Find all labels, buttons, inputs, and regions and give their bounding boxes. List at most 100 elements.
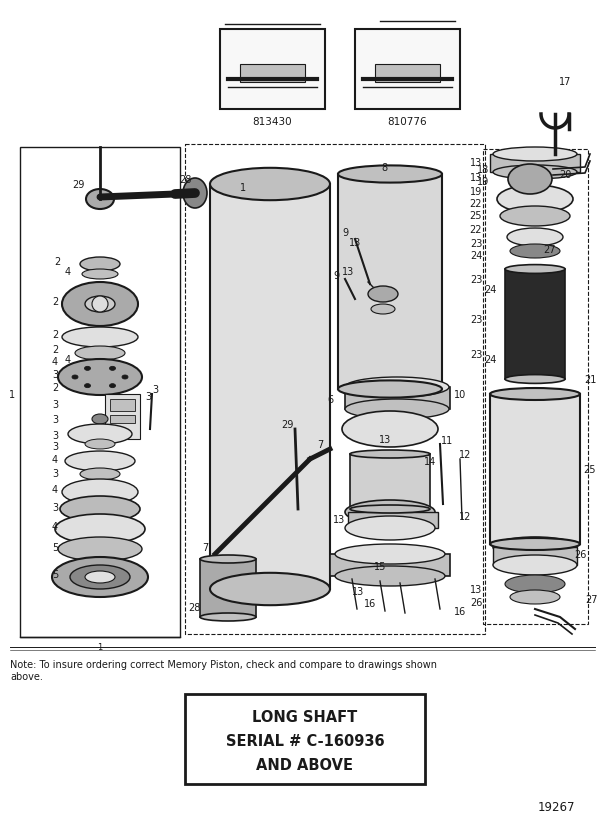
Ellipse shape bbox=[72, 376, 78, 379]
Ellipse shape bbox=[210, 573, 330, 605]
Text: 4: 4 bbox=[65, 354, 71, 364]
Text: 15: 15 bbox=[374, 561, 386, 571]
Text: Note: To insure ordering correct Memory Piston, check and compare to drawings sh: Note: To insure ordering correct Memory … bbox=[10, 659, 437, 681]
Text: 4: 4 bbox=[65, 267, 71, 277]
Ellipse shape bbox=[371, 305, 395, 315]
Bar bbox=[493, 547, 577, 566]
Text: 25: 25 bbox=[584, 465, 596, 474]
Ellipse shape bbox=[210, 169, 330, 201]
Text: 13: 13 bbox=[333, 514, 345, 524]
Ellipse shape bbox=[80, 469, 120, 480]
Ellipse shape bbox=[200, 614, 256, 621]
Text: 2: 2 bbox=[52, 383, 58, 392]
Ellipse shape bbox=[200, 556, 256, 563]
Ellipse shape bbox=[58, 537, 142, 561]
Text: 12: 12 bbox=[459, 450, 471, 460]
Text: 3: 3 bbox=[52, 469, 58, 479]
Bar bbox=[490, 155, 580, 173]
Text: 18: 18 bbox=[477, 165, 489, 175]
Ellipse shape bbox=[497, 185, 573, 214]
Ellipse shape bbox=[75, 347, 125, 360]
Text: 6: 6 bbox=[327, 394, 333, 405]
Bar bbox=[185, 694, 425, 784]
Ellipse shape bbox=[338, 166, 442, 183]
Ellipse shape bbox=[493, 537, 577, 557]
Ellipse shape bbox=[510, 590, 560, 604]
Ellipse shape bbox=[508, 165, 552, 195]
Text: AND ABOVE: AND ABOVE bbox=[256, 757, 353, 772]
Bar bbox=[348, 513, 438, 528]
Text: 7: 7 bbox=[317, 440, 323, 450]
Bar bbox=[185, 145, 485, 634]
Text: 22: 22 bbox=[470, 199, 482, 209]
Text: 2: 2 bbox=[54, 257, 60, 267]
Ellipse shape bbox=[62, 328, 138, 348]
Text: 7: 7 bbox=[202, 542, 208, 552]
Text: 19267: 19267 bbox=[537, 801, 575, 814]
Text: 12: 12 bbox=[459, 512, 471, 522]
Ellipse shape bbox=[52, 557, 148, 597]
Ellipse shape bbox=[490, 388, 580, 401]
Bar bbox=[105, 394, 140, 440]
Ellipse shape bbox=[58, 359, 142, 396]
Ellipse shape bbox=[60, 497, 140, 522]
Bar bbox=[483, 150, 588, 624]
Text: 13: 13 bbox=[470, 585, 482, 595]
Ellipse shape bbox=[183, 179, 207, 209]
Bar bbox=[350, 455, 430, 509]
Ellipse shape bbox=[80, 258, 120, 272]
Ellipse shape bbox=[350, 505, 430, 513]
Ellipse shape bbox=[85, 571, 115, 583]
Text: 29: 29 bbox=[281, 420, 293, 430]
Ellipse shape bbox=[92, 296, 108, 313]
Bar bbox=[20, 148, 180, 638]
Text: 13: 13 bbox=[470, 158, 482, 168]
Text: 17: 17 bbox=[559, 77, 571, 87]
Ellipse shape bbox=[62, 282, 138, 326]
Ellipse shape bbox=[86, 190, 114, 209]
Bar bbox=[220, 30, 325, 110]
Text: 4: 4 bbox=[52, 484, 58, 494]
Ellipse shape bbox=[493, 148, 577, 161]
Bar bbox=[210, 185, 330, 590]
Ellipse shape bbox=[505, 575, 565, 594]
Bar bbox=[355, 30, 460, 110]
Text: 13: 13 bbox=[470, 173, 482, 183]
Ellipse shape bbox=[55, 514, 145, 544]
Text: 5: 5 bbox=[52, 570, 58, 580]
Text: 23: 23 bbox=[470, 315, 482, 325]
Text: 1: 1 bbox=[240, 183, 246, 193]
Ellipse shape bbox=[122, 376, 128, 379]
Text: 26: 26 bbox=[470, 597, 482, 607]
Text: 29: 29 bbox=[72, 180, 84, 190]
Text: 3: 3 bbox=[52, 503, 58, 513]
Bar bbox=[110, 416, 135, 423]
Text: 4: 4 bbox=[52, 357, 58, 367]
Ellipse shape bbox=[338, 381, 442, 398]
Ellipse shape bbox=[84, 367, 90, 371]
Ellipse shape bbox=[345, 378, 449, 397]
Text: 3: 3 bbox=[52, 400, 58, 410]
Text: 3: 3 bbox=[52, 431, 58, 440]
Bar bbox=[338, 175, 442, 389]
Text: 24: 24 bbox=[484, 354, 496, 364]
Text: 13: 13 bbox=[379, 435, 391, 445]
Text: 23: 23 bbox=[470, 238, 482, 248]
Ellipse shape bbox=[490, 538, 580, 551]
Text: 4: 4 bbox=[52, 455, 58, 465]
Text: 9: 9 bbox=[333, 271, 339, 281]
Text: 13: 13 bbox=[342, 267, 354, 277]
Text: 3: 3 bbox=[152, 384, 158, 394]
Ellipse shape bbox=[342, 412, 438, 447]
Bar bbox=[505, 270, 565, 379]
Ellipse shape bbox=[507, 229, 563, 247]
Text: 3: 3 bbox=[145, 392, 151, 402]
Text: 23: 23 bbox=[470, 275, 482, 285]
Text: 23: 23 bbox=[470, 349, 482, 359]
Text: 2: 2 bbox=[52, 330, 58, 339]
Ellipse shape bbox=[65, 451, 135, 471]
Text: 28: 28 bbox=[179, 175, 191, 185]
Ellipse shape bbox=[505, 375, 565, 384]
Text: 24: 24 bbox=[470, 251, 482, 261]
Ellipse shape bbox=[368, 286, 398, 303]
